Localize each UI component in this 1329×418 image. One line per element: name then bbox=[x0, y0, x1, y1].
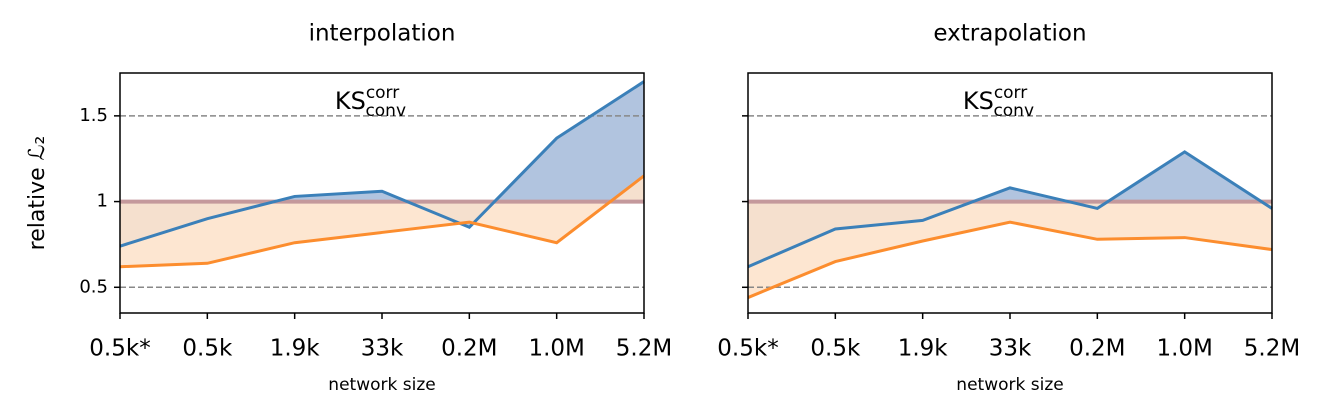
line bbox=[747, 150, 1273, 269]
x-tick-label: 0.5k bbox=[810, 336, 861, 362]
y-tick-label: 1 bbox=[97, 191, 108, 212]
annotation: KScorr conv bbox=[335, 83, 406, 121]
x-tick-label: 0.5k* bbox=[89, 336, 150, 362]
y-tick-label: 0.5 bbox=[79, 276, 108, 297]
annotation-sub: conv bbox=[365, 101, 406, 121]
line bbox=[119, 174, 645, 269]
x-axis-label: network size bbox=[956, 375, 1063, 395]
annotation-text: KS bbox=[963, 87, 994, 115]
chart-title: extrapolation bbox=[933, 21, 1086, 47]
annotation-sub: conv bbox=[993, 101, 1034, 121]
x-tick-label: 0.5k* bbox=[717, 336, 778, 362]
x-tick-label: 1.0M bbox=[528, 336, 584, 362]
y-tick-label: 1.5 bbox=[79, 105, 108, 126]
annotation: KScorr conv bbox=[963, 83, 1034, 121]
x-tick-label: 5.2M bbox=[1244, 336, 1300, 362]
x-tick-label: 0.2M bbox=[441, 336, 497, 362]
x-tick-label: 1.9k bbox=[898, 336, 949, 362]
annotation-sup: corr bbox=[994, 83, 1027, 103]
y-axis-label: relative ℒ₂ bbox=[25, 136, 50, 251]
annotation-text: KS bbox=[335, 87, 366, 115]
line bbox=[747, 220, 1273, 299]
area-fill bbox=[748, 201, 1272, 298]
x-tick-label: 33k bbox=[361, 336, 404, 362]
x-tick-label: 1.9k bbox=[270, 336, 321, 362]
x-axis-label: network size bbox=[328, 375, 435, 395]
area-fill bbox=[120, 175, 644, 267]
x-tick-label: 0.5k bbox=[182, 336, 233, 362]
x-tick-label: 0.2M bbox=[1069, 336, 1125, 362]
chart-title: interpolation bbox=[309, 21, 456, 47]
x-tick-label: 5.2M bbox=[616, 336, 672, 362]
line bbox=[119, 80, 645, 248]
annotation-sup: corr bbox=[366, 83, 399, 103]
x-tick-label: 33k bbox=[989, 336, 1032, 362]
x-tick-label: 1.0M bbox=[1156, 336, 1212, 362]
